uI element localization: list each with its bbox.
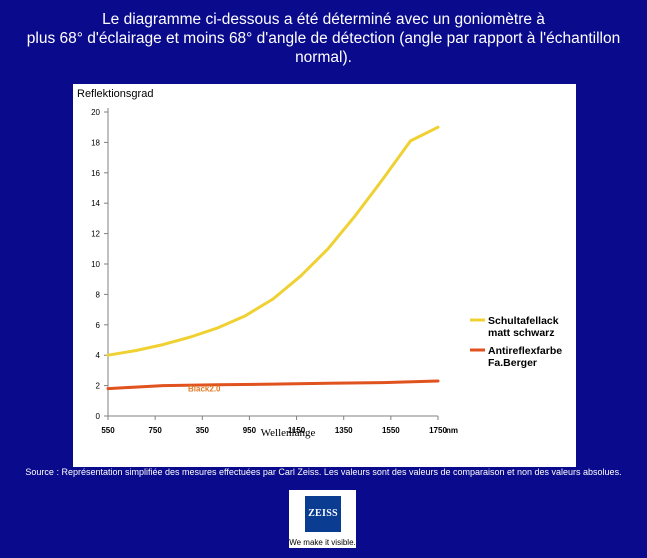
- zeiss-logo-mark: ZEISS: [305, 496, 341, 532]
- series-line-1: [106, 125, 440, 357]
- y-tick-label: 18: [91, 138, 100, 147]
- source-note: Source : Représentation simplifiée des m…: [25, 467, 622, 477]
- y-tick-label: 4: [96, 351, 101, 360]
- x-tick-label: 350: [196, 426, 210, 435]
- legend-label-2: Fa.Berger: [488, 357, 537, 369]
- series-line-2: [106, 379, 440, 391]
- header-line-3: normal).: [295, 49, 352, 66]
- logo-tagline: We make it visible.: [289, 538, 356, 547]
- chart-panel: 0 2 4 6 8 10 12 14 16 18 20 550 750 350 950 1150 1350 155…: [73, 84, 576, 467]
- page-header: Le diagramme ci-dessous a été déterminé …: [0, 10, 647, 67]
- legend-label-2: Antireflexfarbe: [488, 345, 562, 357]
- legend-label-1: matt schwarz: [488, 327, 555, 339]
- zeiss-logo: ZEISS We make it visible.: [289, 490, 356, 548]
- y-tick-label: 20: [91, 108, 100, 117]
- y-tick-label: 6: [96, 321, 101, 330]
- x-tick-label: 1550: [382, 426, 400, 435]
- y-axis-title: Reflektionsgrad: [77, 88, 153, 100]
- header-line-2: plus 68° d'éclairage et moins 68° d'angl…: [26, 30, 621, 47]
- x-tick-label: 550: [101, 426, 115, 435]
- x-tick-label: 1750: [429, 426, 447, 435]
- x-unit-label: nm: [446, 426, 458, 435]
- x-tick-label: 750: [148, 426, 162, 435]
- annotation-label: Black2.0: [188, 385, 221, 394]
- y-tick-label: 16: [91, 169, 100, 178]
- reflectance-chart: 0 2 4 6 8 10 12 14 16 18 20 550 750 350 950 1150 1350 155…: [77, 88, 562, 439]
- x-tick-label: 950: [243, 426, 257, 435]
- y-tick-label: 10: [91, 260, 100, 269]
- legend-label-1: Schultafellack: [488, 315, 559, 327]
- y-tick-label: 12: [91, 230, 100, 239]
- x-axis-title: Wellenlänge: [261, 427, 316, 439]
- x-tick-label: 1350: [335, 426, 353, 435]
- y-tick-label: 8: [96, 290, 101, 299]
- y-tick-label: 0: [96, 412, 101, 421]
- y-tick-label: 2: [96, 382, 101, 391]
- zeiss-wordmark: ZEISS: [308, 508, 338, 519]
- y-tick-label: 14: [91, 199, 100, 208]
- x-tick-label: 1150: [288, 426, 306, 435]
- header-line-1: Le diagramme ci-dessous a été déterminé …: [102, 11, 545, 28]
